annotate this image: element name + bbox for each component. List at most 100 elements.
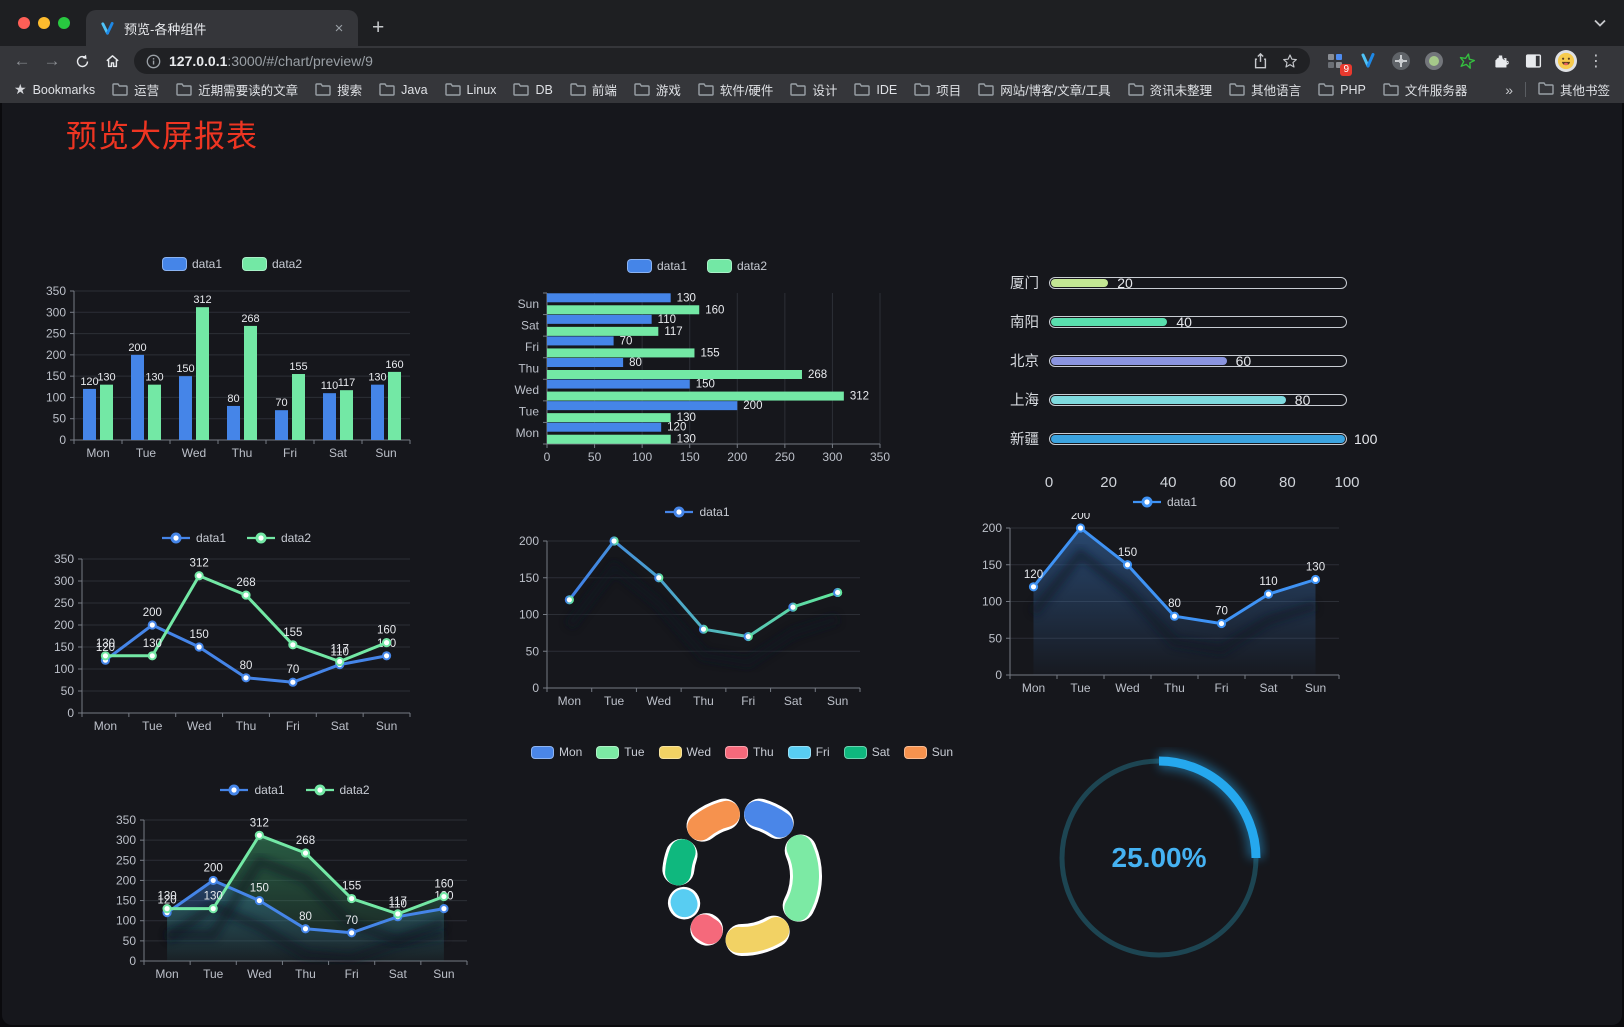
axis-tick-label: 80 [1279,474,1296,491]
bookmark-folder[interactable]: 资讯未整理 [1127,80,1213,99]
extension-v-logo-icon[interactable] [1357,50,1379,72]
bookmark-folder[interactable]: 游戏 [634,80,681,99]
site-info-icon[interactable] [146,54,161,69]
legend-item-Wed[interactable]: Wed [658,745,711,759]
horizontal-bar-chart: data1 data2 0 50 100 150 200 250 300 350 Sun 130 160… [502,255,892,469]
browser-menu-icon[interactable]: ⋮ [1588,53,1604,70]
home-button[interactable] [98,48,126,74]
legend-item-data1[interactable]: data1 [161,531,226,545]
svg-text:200: 200 [743,400,762,412]
reload-button[interactable] [68,48,96,74]
legend-item-data2[interactable]: data2 [707,259,767,273]
bookmark-folder-label: 资讯未整理 [1149,84,1213,98]
svg-text:250: 250 [46,327,66,341]
chart-legend: data1 [977,491,1352,513]
svg-text:Tue: Tue [1070,681,1091,695]
bookmark-folder-label: 软件/硬件 [719,84,774,98]
svg-text:50: 50 [61,684,75,698]
legend-item-data1[interactable]: data1 [664,505,730,519]
extension-recorder-icon[interactable] [1423,50,1445,72]
extensions-puzzle-icon[interactable] [1489,50,1511,72]
legend-swatch [707,259,732,273]
back-button[interactable]: ← [13,51,31,70]
bookmark-folder[interactable]: DB [513,82,553,97]
legend-item-data1[interactable]: data1 [161,257,222,271]
address-bar[interactable]: 127.0.0.1:3000/#/chart/preview/9 [134,48,1310,74]
bookmarks-overflow-chevron[interactable]: » [1505,81,1513,98]
bookmark-folder[interactable]: Java [379,82,428,97]
folder-icon [112,83,128,96]
bookmark-folder[interactable]: IDE [854,83,897,97]
bookmark-folder[interactable]: Linux [444,83,496,97]
bookmark-folder[interactable]: 设计 [790,80,837,99]
svg-text:70: 70 [620,335,633,347]
page-content: 预览大屏报表 data1 data2 0 50 100 150 200 250 300 350 12… [2,103,1622,1025]
extension-badge: 9 [1340,64,1352,76]
legend-label: Tue [624,745,645,759]
legend-item-data1[interactable]: data1 [1132,495,1197,509]
svg-text:250: 250 [54,596,74,610]
bookmarks-manager-item[interactable]: ★ Bookmarks [14,81,95,98]
bookmark-folder-label: DB [535,82,553,97]
maximize-window-button[interactable] [58,17,70,29]
folder-icon [379,83,395,96]
page-title: 预览大屏报表 [66,119,258,154]
new-tab-button[interactable]: + [372,16,385,39]
share-icon[interactable] [1253,53,1268,69]
bookmark-folder[interactable]: 文件服务器 [1383,80,1467,99]
svg-text:120: 120 [157,895,176,907]
extension-green-star-icon[interactable] [1456,50,1478,72]
browser-tab[interactable]: 预览-各种组件 × [86,10,358,46]
side-panel-icon[interactable] [1522,50,1544,72]
legend-item-data2[interactable]: data2 [246,531,311,545]
svg-text:70: 70 [286,664,299,676]
tab-close-icon[interactable]: × [334,19,344,37]
extension-gray-circle-icon[interactable] [1390,50,1412,72]
svg-text:Thu: Thu [236,719,257,733]
bookmark-star-icon[interactable] [1282,53,1298,69]
legend-item-Fri[interactable]: Fri [787,745,830,759]
svg-text:0: 0 [995,668,1002,682]
legend-label: Mon [558,745,583,759]
minimize-window-button[interactable] [38,17,50,29]
bookmark-folder[interactable]: 运营 [112,80,159,99]
legend-item-data2[interactable]: data2 [305,783,370,797]
legend-item-Thu[interactable]: Thu [725,745,774,759]
svg-text:50: 50 [526,644,540,658]
legend-item-data2[interactable]: data2 [242,257,302,271]
bookmark-folder[interactable]: 前端 [570,80,617,99]
bookmark-folder[interactable]: 项目 [914,80,961,99]
progress-row: 新疆 100 [997,419,1377,458]
legend-item-Mon[interactable]: Mon [530,745,583,759]
svg-text:150: 150 [696,379,715,391]
svg-text:160: 160 [385,359,403,371]
svg-text:Thu: Thu [518,362,539,376]
bookmark-folder-label: Java [401,82,428,97]
tab-search-chevron-icon[interactable] [1594,14,1606,32]
legend-item-data1[interactable]: data1 [626,259,687,273]
svg-text:Sun: Sun [1305,681,1326,695]
legend-item-Sun[interactable]: Sun [903,745,953,759]
bookmark-folder[interactable]: 网站/博客/文章/工具 [978,80,1111,99]
svg-text:80: 80 [227,393,239,405]
bookmark-folder[interactable]: 近期需要读的文章 [176,80,298,99]
legend-item-data1[interactable]: data1 [219,783,285,797]
forward-button[interactable]: → [43,51,61,70]
svg-text:130: 130 [157,891,176,903]
svg-text:Wed: Wed [1115,681,1139,695]
chart-legend: Mon Tue Wed Thu Fri Sat Sun [530,741,953,763]
other-bookmarks-folder[interactable]: 其他书签 [1538,80,1610,99]
extension-grid-icon[interactable]: 9 [1324,50,1352,76]
browser-toolbar: ← → 127.0.0.1:3000/#/chart/preview/9 [0,46,1624,76]
close-window-button[interactable] [18,17,30,29]
bookmark-folder[interactable]: 其他语言 [1229,80,1301,99]
bookmark-folder[interactable]: PHP [1318,83,1366,97]
legend-item-Sat[interactable]: Sat [843,745,890,759]
bookmark-folder[interactable]: 搜索 [315,80,362,99]
folder-icon [315,83,331,96]
bookmark-folder[interactable]: 软件/硬件 [698,80,773,99]
legend-item-Tue[interactable]: Tue [596,745,645,759]
profile-avatar[interactable] [1555,50,1577,72]
svg-text:120: 120 [96,642,115,654]
svg-text:80: 80 [299,911,312,923]
